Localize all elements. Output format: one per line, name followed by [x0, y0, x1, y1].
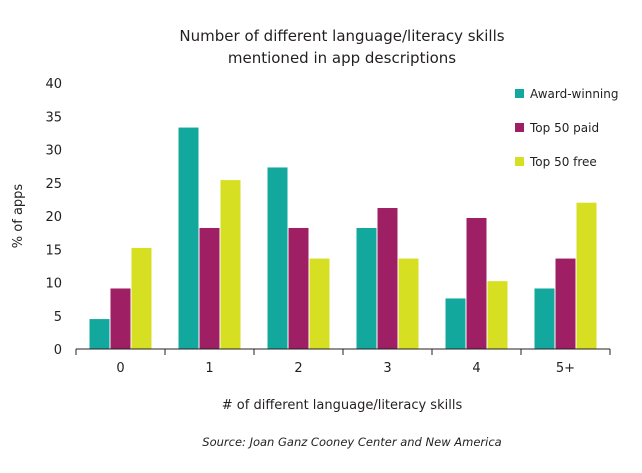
x-tick-label: 0: [116, 361, 124, 376]
legend: Award-winning Top 50 paid Top 50 free: [515, 87, 618, 169]
bar: [534, 288, 555, 349]
y-tick-label: 25: [45, 177, 62, 192]
y-tick-label: 35: [45, 110, 62, 125]
bar: [487, 281, 508, 349]
bar: [445, 298, 466, 349]
legend-label: Top 50 paid: [529, 121, 599, 135]
y-tick-label: 5: [54, 310, 62, 325]
y-tick-label: 30: [45, 144, 62, 159]
y-axis-label: % of apps: [11, 184, 26, 249]
x-axis-ticks: 0 1 2 3 4 5+: [75, 349, 611, 376]
bar: [377, 208, 398, 349]
legend-swatch: [515, 89, 524, 98]
x-tick-label: 4: [472, 361, 480, 376]
legend-label: Top 50 free: [529, 155, 597, 169]
bar: [220, 180, 241, 349]
x-tick-label: 3: [383, 361, 391, 376]
bar: [267, 167, 288, 349]
source-note: Source: Joan Ganz Cooney Center and New …: [202, 435, 501, 449]
x-axis-label: # of different language/literacy skills: [222, 398, 463, 413]
legend-swatch: [515, 123, 524, 132]
x-tick-label: 5+: [556, 361, 575, 376]
bar: [309, 258, 330, 349]
bar: [110, 288, 131, 349]
y-tick-label: 10: [45, 277, 62, 292]
bar: [576, 202, 597, 349]
legend-swatch: [515, 157, 524, 166]
y-tick-label: 15: [45, 243, 62, 258]
bar: [178, 127, 199, 350]
legend-label: Award-winning: [530, 87, 618, 101]
bar: [89, 319, 110, 349]
y-tick-label: 20: [45, 210, 62, 225]
x-tick-label: 2: [294, 361, 302, 376]
bar: [288, 227, 309, 349]
chart-title-line-2: mentioned in app descriptions: [228, 49, 456, 67]
bar: [398, 258, 419, 349]
y-tick-label: 0: [54, 343, 62, 358]
chart-title-line-1: Number of different language/literacy sk…: [179, 27, 504, 45]
x-tick-label: 1: [205, 361, 213, 376]
bar: [131, 247, 152, 349]
bar: [199, 227, 220, 349]
y-tick-label: 40: [45, 77, 62, 92]
bar: [356, 227, 377, 349]
bar: [555, 258, 576, 349]
bars: [89, 127, 597, 350]
y-axis-ticks: 0 5 10 15 20 25 30 35 40: [45, 77, 62, 358]
bar: [466, 217, 487, 349]
